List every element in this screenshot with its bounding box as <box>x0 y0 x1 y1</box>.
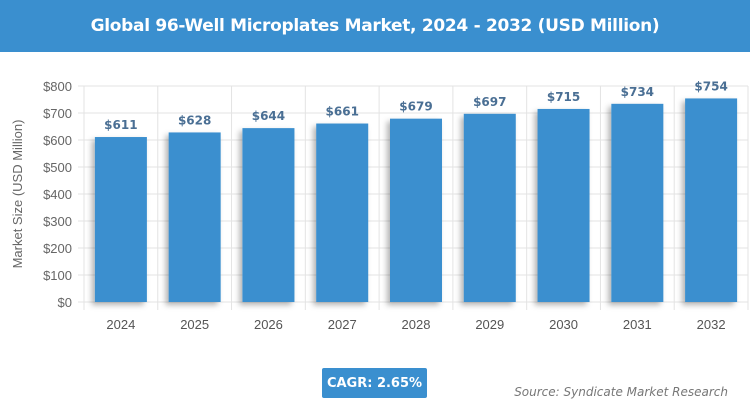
data-label: $628 <box>178 113 211 127</box>
y-tick-label: $600 <box>43 133 72 148</box>
y-axis-label: Market Size (USD Million) <box>10 120 25 269</box>
x-tick-label: 2029 <box>475 317 504 332</box>
data-label: $644 <box>252 109 285 123</box>
y-tick-label: $400 <box>43 187 72 202</box>
bar <box>94 137 147 302</box>
x-tick-label: 2028 <box>402 317 431 332</box>
bar <box>242 128 295 302</box>
y-tick-label: $200 <box>43 241 72 256</box>
x-tick-label: 2032 <box>697 317 726 332</box>
data-label: $715 <box>547 90 580 104</box>
x-tick-label: 2031 <box>623 317 652 332</box>
x-tick-label: 2024 <box>106 317 135 332</box>
data-label: $679 <box>399 100 432 114</box>
y-tick-label: $500 <box>43 160 72 175</box>
x-tick-label: 2027 <box>328 317 357 332</box>
x-tick-label: 2026 <box>254 317 283 332</box>
bar <box>611 103 664 302</box>
source-note: Source: Syndicate Market Research <box>514 385 728 399</box>
y-tick-label: $800 <box>43 79 72 94</box>
data-label: $611 <box>104 118 137 132</box>
x-tick-label: 2025 <box>180 317 209 332</box>
bar <box>168 132 221 302</box>
x-tick-label: 2030 <box>549 317 578 332</box>
y-tick-label: $700 <box>43 106 72 121</box>
bar <box>463 113 516 302</box>
bar <box>685 98 738 302</box>
chart-title: Global 96-Well Microplates Market, 2024 … <box>0 0 750 52</box>
bar <box>316 123 369 302</box>
data-label: $734 <box>621 85 654 99</box>
y-tick-label: $300 <box>43 214 72 229</box>
bar <box>390 118 442 302</box>
y-tick-label: $100 <box>43 268 72 283</box>
y-tick-label: $0 <box>58 295 72 310</box>
data-label: $697 <box>473 95 506 109</box>
cagr-badge: CAGR: 2.65% <box>322 368 427 398</box>
bar <box>537 108 590 302</box>
data-label: $661 <box>326 105 359 119</box>
data-label: $754 <box>694 79 727 93</box>
